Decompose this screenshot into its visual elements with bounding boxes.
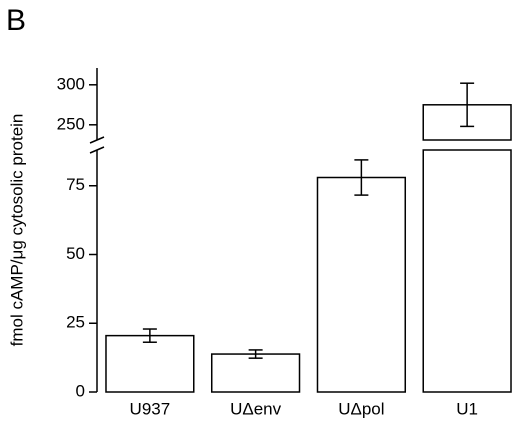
y-tick-label: 300 [57,74,85,93]
x-tick-label: U937 [130,399,171,418]
x-tick-label: UΔenv [230,399,282,418]
y-tick-label: 250 [57,114,85,133]
y-tick-label: 0 [76,381,85,400]
panel-label: B [6,4,26,37]
y-tick-label: 50 [66,244,85,263]
axis-break [89,136,105,144]
x-tick-label: U1 [456,399,478,418]
bar-break-gap [421,141,514,149]
bar [105,334,195,393]
y-tick-label: 75 [66,175,85,194]
y-tick-label: 25 [66,313,85,332]
bar [210,353,301,393]
x-tick-label: UΔpol [338,399,384,418]
axis-break [89,146,105,154]
bar [316,176,407,393]
y-axis-label: fmol cAMP/μg cytosolic protein [7,114,26,347]
bar [422,149,512,393]
